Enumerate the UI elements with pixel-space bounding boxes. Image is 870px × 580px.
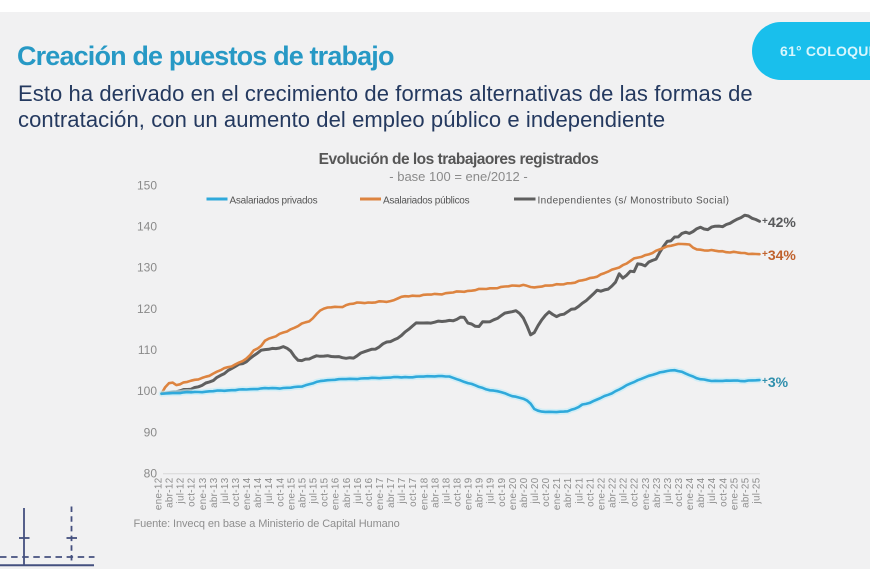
svg-text:jul-24: jul-24 [707, 477, 718, 504]
svg-text:oct-20: oct-20 [541, 477, 552, 507]
svg-text:oct-13: oct-13 [231, 477, 242, 507]
svg-text:jul-17: jul-17 [397, 478, 408, 505]
svg-text:+42%: +42% [762, 214, 796, 230]
svg-text:oct-14: oct-14 [275, 477, 286, 507]
svg-text:jul-21: jul-21 [574, 478, 585, 505]
svg-text:jul-19: jul-19 [486, 478, 497, 505]
svg-text:ene-13: ene-13 [198, 477, 209, 510]
svg-text:jul-25: jul-25 [752, 477, 763, 504]
svg-text:oct-15: oct-15 [320, 477, 331, 507]
svg-text:Evolución de los trabajaores r: Evolución de los trabajaores registrados [319, 151, 599, 168]
svg-text:abr-21: abr-21 [563, 478, 574, 508]
svg-text:abr-16: abr-16 [342, 477, 353, 508]
svg-text:jul-15: jul-15 [309, 477, 320, 504]
svg-text:ene-23: ene-23 [641, 477, 652, 510]
svg-text:oct-12: oct-12 [187, 478, 198, 507]
svg-text:jul-14: jul-14 [264, 477, 275, 504]
svg-text:abr-18: abr-18 [430, 477, 441, 508]
svg-text:abr-25: abr-25 [740, 477, 751, 508]
svg-text:abr-15: abr-15 [298, 477, 309, 508]
svg-text:140: 140 [137, 220, 157, 234]
svg-text:abr-17: abr-17 [386, 478, 397, 508]
svg-text:ene-21: ene-21 [552, 478, 563, 511]
svg-text:ene-14: ene-14 [242, 477, 253, 510]
svg-text:130: 130 [137, 261, 157, 275]
svg-text:100: 100 [137, 384, 157, 398]
svg-text:oct-23: oct-23 [674, 477, 685, 507]
svg-text:abr-12: abr-12 [165, 478, 176, 508]
svg-text:ene-20: ene-20 [508, 477, 519, 510]
svg-text:abr-24: abr-24 [696, 477, 707, 508]
svg-text:+3%: +3% [762, 374, 789, 390]
svg-text:abr-20: abr-20 [519, 477, 530, 508]
svg-text:90: 90 [144, 425, 158, 439]
svg-text:oct-17: oct-17 [408, 478, 419, 507]
svg-text:oct-18: oct-18 [453, 477, 464, 507]
svg-text:150: 150 [137, 178, 157, 192]
svg-text:oct-22: oct-22 [630, 478, 641, 507]
svg-text:Asalariados privados: Asalariados privados [230, 196, 318, 207]
svg-text:oct-19: oct-19 [497, 478, 508, 507]
svg-text:ene-18: ene-18 [419, 477, 430, 510]
svg-text:oct-21: oct-21 [585, 478, 596, 507]
svg-text:ene-19: ene-19 [464, 478, 475, 511]
svg-text:ene-22: ene-22 [597, 478, 608, 511]
svg-text:ene-24: ene-24 [685, 477, 696, 510]
svg-text:- base 100 = ene/2012 -: - base 100 = ene/2012 - [389, 169, 527, 184]
svg-text:jul-20: jul-20 [530, 477, 541, 504]
svg-text:ene-17: ene-17 [375, 478, 386, 511]
svg-text:ene-12: ene-12 [154, 478, 165, 511]
svg-text:120: 120 [137, 302, 157, 316]
svg-text:oct-16: oct-16 [364, 477, 375, 507]
svg-text:jul-18: jul-18 [441, 477, 452, 504]
svg-text:+34%: +34% [762, 247, 796, 263]
svg-text:110: 110 [138, 343, 157, 357]
svg-text:Independientes (s/ Monostribut: Independientes (s/ Monostributo Social) [538, 196, 730, 207]
svg-text:ene-25: ene-25 [729, 477, 740, 510]
svg-text:80: 80 [144, 467, 158, 481]
svg-text:jul-13: jul-13 [220, 477, 231, 504]
svg-text:abr-23: abr-23 [652, 477, 663, 508]
svg-text:oct-24: oct-24 [718, 477, 729, 507]
svg-text:abr-13: abr-13 [209, 477, 220, 508]
svg-text:jul-12: jul-12 [176, 478, 187, 505]
svg-text:abr-14: abr-14 [253, 477, 264, 508]
svg-text:ene-16: ene-16 [331, 477, 342, 510]
svg-text:ene-15: ene-15 [286, 477, 297, 510]
svg-text:abr-19: abr-19 [475, 478, 486, 508]
svg-text:Asalariados públicos: Asalariados públicos [383, 196, 470, 207]
svg-text:Fuente: Invecq en base a Minis: Fuente: Invecq en base a Ministerio de C… [134, 518, 400, 530]
svg-text:jul-23: jul-23 [663, 477, 674, 504]
svg-text:jul-16: jul-16 [353, 477, 364, 504]
svg-text:jul-22: jul-22 [619, 478, 630, 505]
svg-text:abr-22: abr-22 [608, 478, 619, 508]
